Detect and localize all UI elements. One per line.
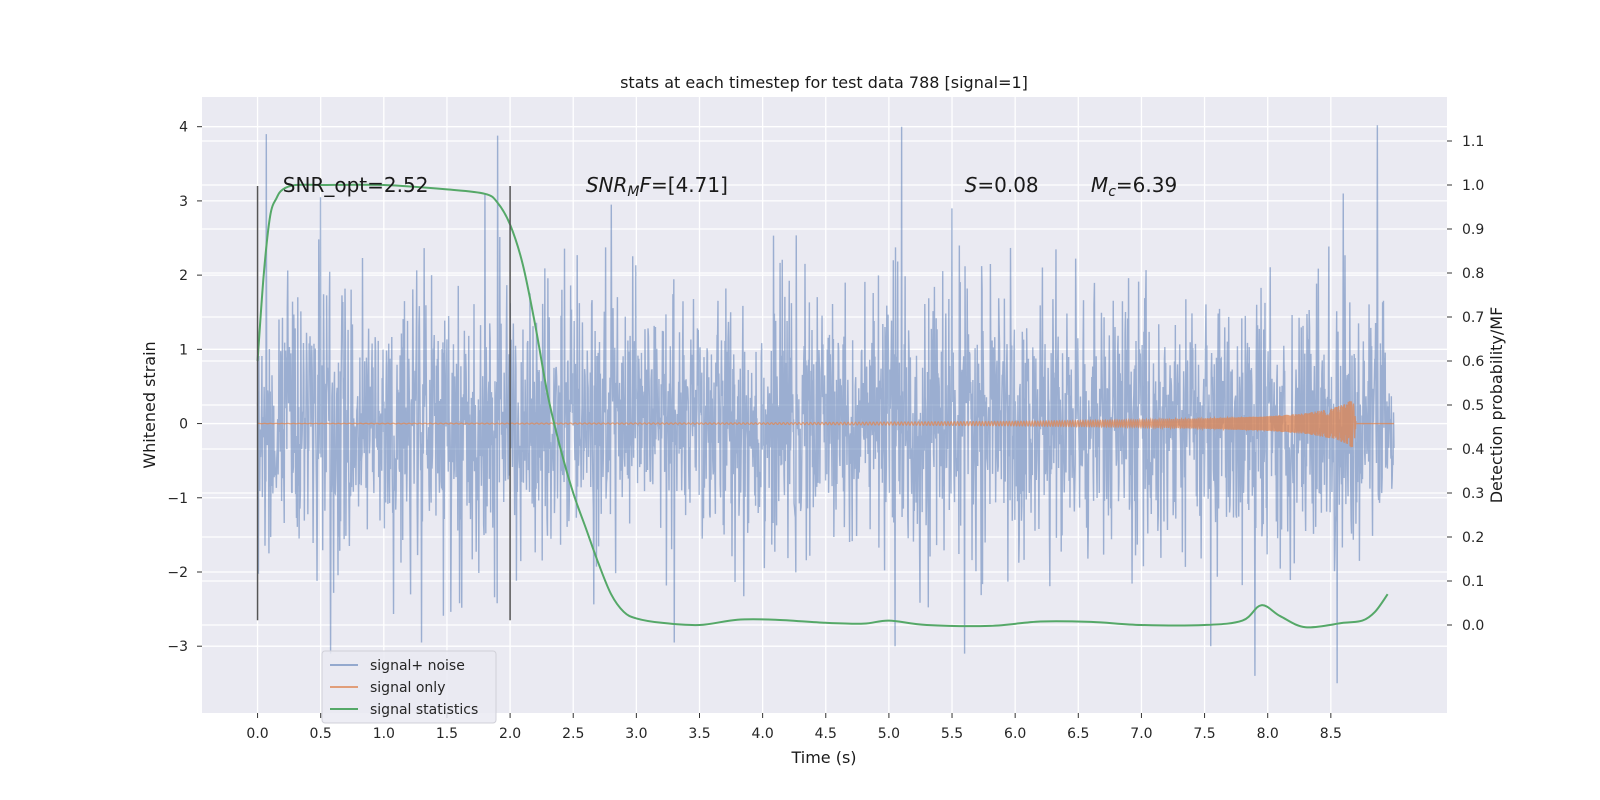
y-axis-ticks: −3 −2 −1 0 1 2 3 4 xyxy=(167,120,202,655)
x-tick-label: 3.0 xyxy=(625,726,647,742)
legend-box xyxy=(321,650,497,724)
x-tick-label: 7.5 xyxy=(1193,726,1215,742)
y-right-tick-label: 0.1 xyxy=(1462,574,1484,590)
y-right-tick-label: 0.7 xyxy=(1462,310,1484,326)
x-tick-label: 5.5 xyxy=(941,726,963,742)
y-tick-label: −3 xyxy=(167,639,188,655)
y-tick-label: 2 xyxy=(179,268,188,284)
line-signal-noise xyxy=(256,125,1395,684)
x-tick-label: 4.5 xyxy=(815,726,837,742)
x-axis-ticks: 0.0 0.5 1.0 1.5 2.0 2.5 3.0 3.5 4.0 4.5 5.0 5.5 6.0 6… xyxy=(246,713,1342,742)
y-right-tick-label: 0.2 xyxy=(1462,530,1484,546)
legend: signal+ noise signal only signal statistic… xyxy=(321,650,497,724)
x-tick-label: 5.0 xyxy=(878,726,900,742)
x-tick-label: 2.5 xyxy=(562,726,584,742)
x-tick-label: 0.5 xyxy=(310,726,332,742)
x-tick-label: 4.0 xyxy=(751,726,773,742)
line-signal-statistics xyxy=(256,183,1389,629)
legend-entry: signal only xyxy=(370,680,445,696)
x-tick-label: 6.0 xyxy=(1004,726,1026,742)
y-tick-label: 4 xyxy=(179,120,188,136)
annotation-snr-opt: SNR_opt=2.52 xyxy=(283,173,429,197)
y-tick-label: −2 xyxy=(167,565,188,581)
x-tick-label: 8.5 xyxy=(1320,726,1342,742)
y-right-tick-label: 0.0 xyxy=(1462,618,1484,634)
y-right-tick-label: 0.5 xyxy=(1462,398,1484,414)
y-right-tick-label: 0.4 xyxy=(1462,442,1484,458)
legend-entry: signal+ noise xyxy=(370,658,465,674)
annotation-s: S=0.08 xyxy=(965,173,1039,197)
x-tick-label: 0.0 xyxy=(246,726,268,742)
y-right-tick-label: 0.9 xyxy=(1462,222,1484,238)
plot-area xyxy=(256,125,1395,684)
x-tick-label: 1.0 xyxy=(373,726,395,742)
y-tick-label: −1 xyxy=(167,491,188,507)
chart-title: stats at each timestep for test data 788… xyxy=(620,73,1028,92)
vertical-markers xyxy=(256,186,511,621)
y-right-tick-label: 1.0 xyxy=(1462,178,1484,194)
legend-entry: signal statistics xyxy=(370,702,478,718)
y-tick-label: 0 xyxy=(179,417,188,433)
x-tick-label: 2.0 xyxy=(499,726,521,742)
x-axis-label: Time (s) xyxy=(790,748,856,767)
y-right-tick-label: 1.1 xyxy=(1462,134,1484,150)
x-tick-label: 6.5 xyxy=(1067,726,1089,742)
x-tick-label: 1.5 xyxy=(436,726,458,742)
annotations: SNR_opt=2.52 SNRMF=[4.71] S=0.08 Mc=6.39 xyxy=(283,173,1177,200)
series-signal-statistics xyxy=(256,183,1389,629)
y-tick-label: 3 xyxy=(179,194,188,210)
y-right-axis-ticks: 0.0 0.1 0.2 0.3 0.4 0.5 0.6 0.7 0.8 0.9 1.0 1.1 xyxy=(1447,134,1484,634)
annotation-snr-mf: SNRMF=[4.71] xyxy=(586,173,728,200)
x-tick-label: 8.0 xyxy=(1257,726,1279,742)
y-tick-label: 1 xyxy=(179,342,188,358)
x-tick-label: 3.5 xyxy=(688,726,710,742)
grid-y-right xyxy=(202,140,1447,626)
line-signal-only xyxy=(257,401,1394,448)
y-right-tick-label: 0.6 xyxy=(1462,354,1484,370)
annotation-mc: Mc=6.39 xyxy=(1091,173,1177,200)
y-right-tick-label: 0.3 xyxy=(1462,486,1484,502)
y-axis-label: Whitened strain xyxy=(140,341,159,468)
y-right-axis-label: Detection probability/MF xyxy=(1487,307,1506,504)
series-signal-only xyxy=(257,401,1394,448)
x-tick-label: 7.0 xyxy=(1130,726,1152,742)
y-right-tick-label: 0.8 xyxy=(1462,266,1484,282)
series-signal-noise xyxy=(256,125,1395,684)
